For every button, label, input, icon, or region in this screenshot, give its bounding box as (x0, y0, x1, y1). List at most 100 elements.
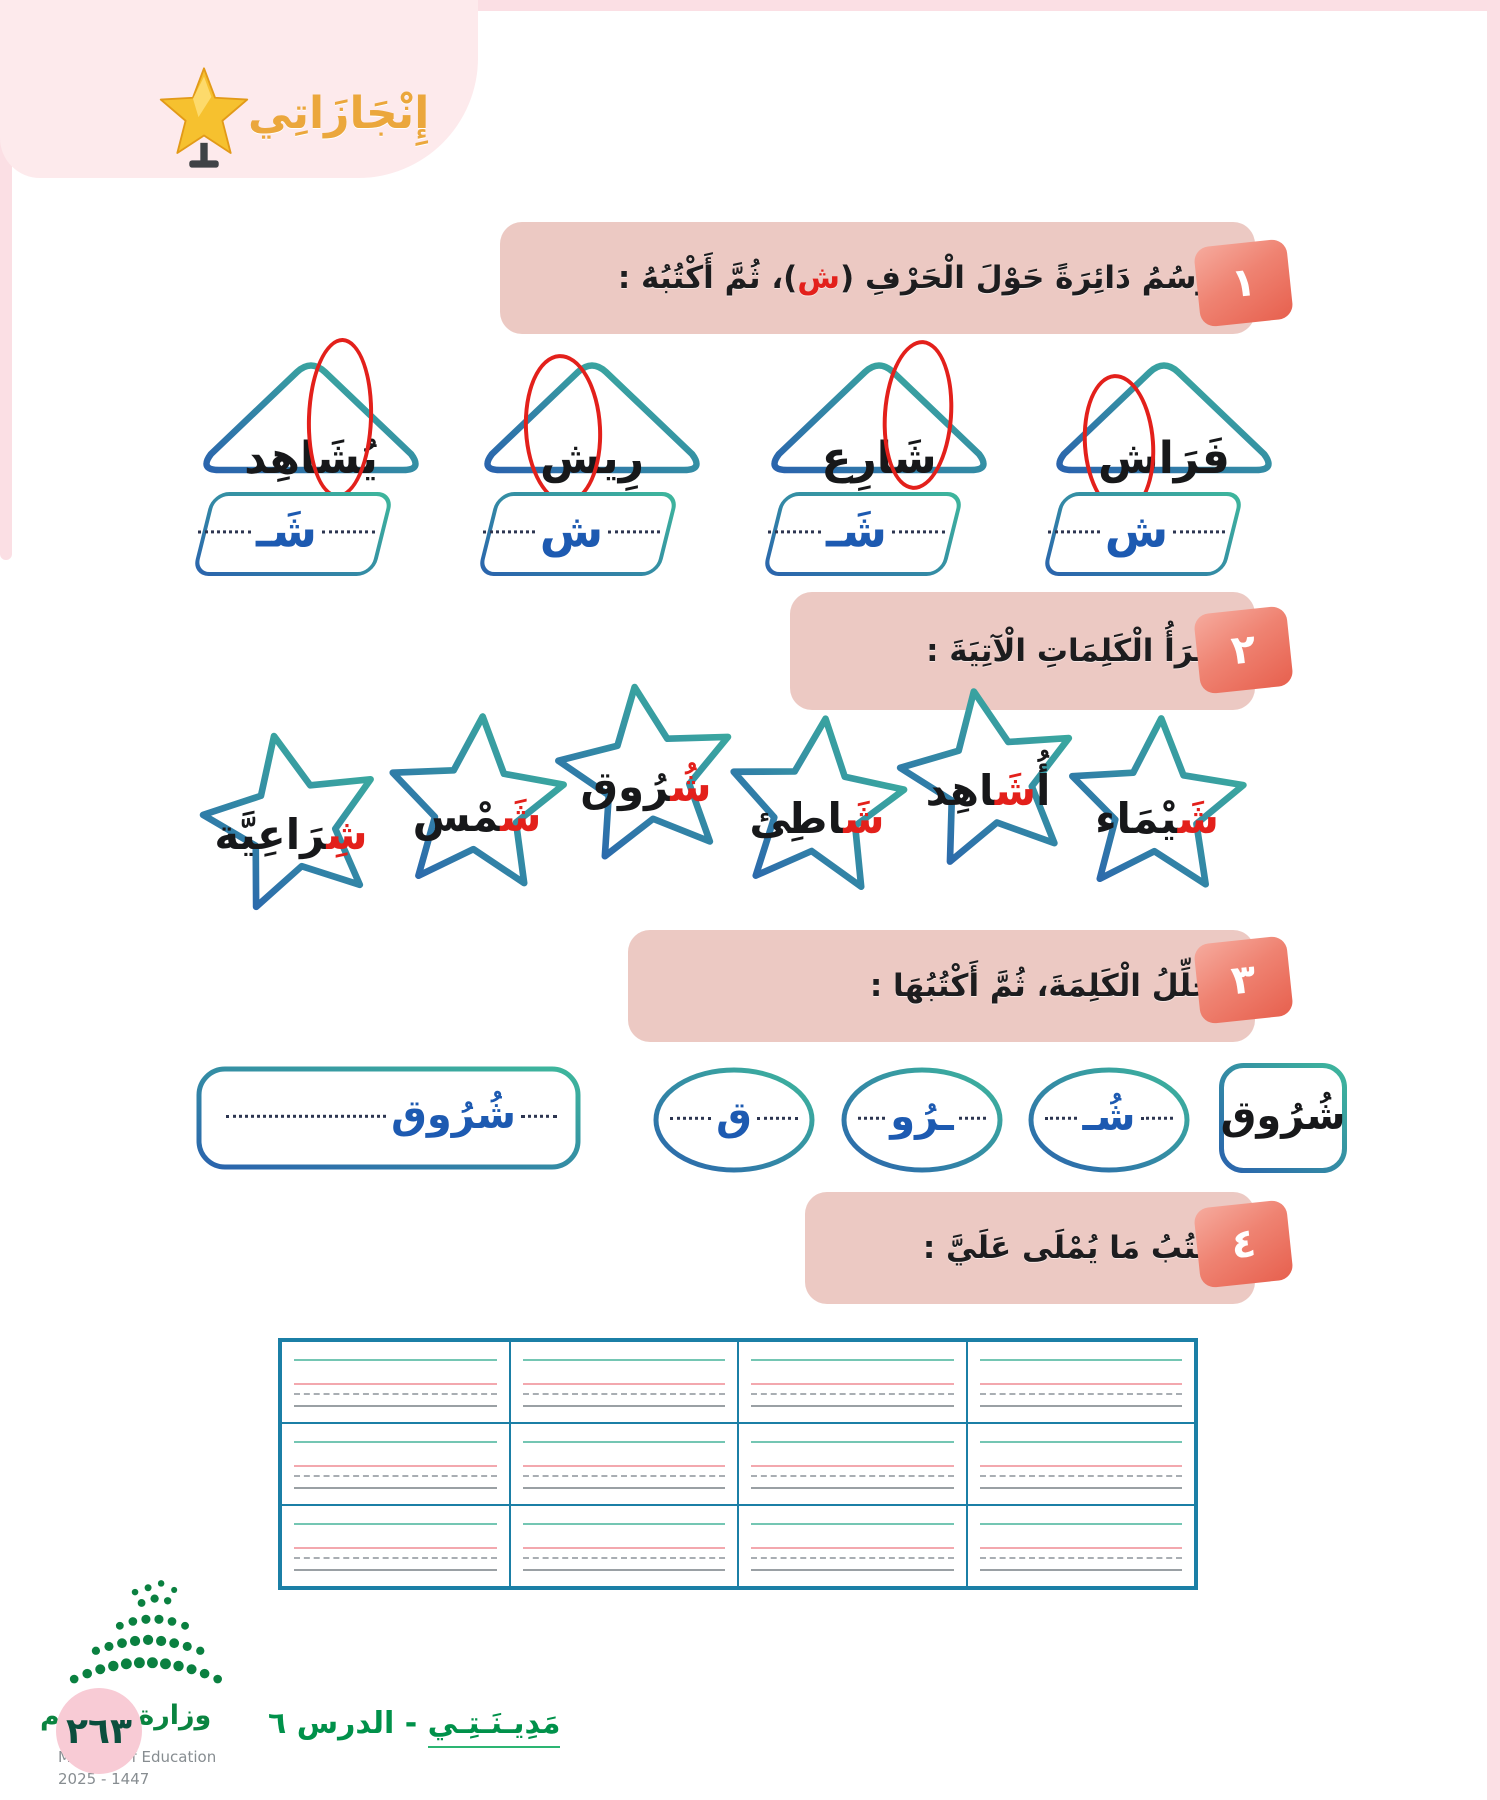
ministry-logo (69, 1580, 222, 1684)
ex2-star-shams: شَ‍‍مْس (382, 698, 572, 903)
red-sheen: شِ‍ (326, 810, 368, 860)
frame-top (0, 0, 1500, 11)
ex1-word: رِيش (539, 433, 645, 484)
writing-cell[interactable] (738, 1505, 967, 1587)
ex1-answer-line[interactable]: شَـ (768, 507, 945, 553)
ex3-part-line[interactable]: ـرُو (857, 1097, 986, 1137)
header-blob (0, 0, 478, 178)
dotted-rule (768, 528, 822, 533)
ex1-triangle-rish: رِيش (466, 352, 718, 506)
dictation-writing-grid (278, 1338, 1198, 1590)
ex1-title-letter: ش (797, 260, 841, 296)
word-rest: ‍رُوق (580, 762, 671, 812)
ex1-title-after: )، ثُمَّ أَكْتُبُهُ : (617, 260, 798, 296)
writing-cell[interactable] (966, 1423, 1195, 1505)
ex1-title-before: أَرْسُمُ دَائِرَةً حَوْلَ الْحَرْفِ ( (840, 260, 1225, 296)
parallelogram-shape (480, 492, 676, 576)
star-shape (896, 688, 1073, 865)
ex1-answer-letter: ش (539, 503, 604, 558)
dotted-rule (198, 528, 252, 533)
rounded-rect-shape (1219, 1063, 1347, 1173)
ex1-title: أَرْسُمُ دَائِرَةً حَوْلَ الْحَرْفِ (ش)،… (618, 260, 1225, 296)
triangle-shape (203, 362, 419, 474)
ex2-word: شِ‍‍رَاعِيَّة (214, 810, 367, 859)
ex1-answer-letter: شَـ (826, 503, 887, 558)
ex3-part-letter: ق (716, 1093, 752, 1140)
parallelogram-shape (765, 492, 961, 576)
ex3-part-letter: شُـ (1082, 1093, 1136, 1140)
ex1-answer-box-farash: ش (1020, 490, 1245, 578)
parallelogram-shape (1045, 492, 1241, 576)
ex3-result-box: شُرُوق (196, 1066, 581, 1170)
ex1-answer-box-rish: ش (455, 490, 680, 578)
ex1-triangle-yushahid: يُشَاهِد (185, 336, 437, 500)
ex1-answer-letter: ش (1104, 503, 1169, 558)
writing-cell[interactable] (281, 1505, 510, 1587)
red-sheen: شُ‍ (670, 762, 712, 812)
dotted-rule (756, 1114, 798, 1120)
ex4-number-badge: ٤ (1193, 1199, 1294, 1289)
ex1-triangle-sharia: شَارِع (753, 337, 1005, 493)
star-shape (1069, 715, 1247, 888)
ex4-instruction-bar: أَكْتُبُ مَا يُمْلَى عَلَيَّ : (805, 1192, 1255, 1304)
ex3-part-line[interactable]: ق (669, 1093, 798, 1140)
dotted-rule (482, 528, 535, 533)
dotted-rule (608, 528, 660, 533)
ex3-number-badge: ٣ (1193, 935, 1294, 1025)
oval-shape (841, 1067, 1003, 1173)
dotted-rule (1044, 1114, 1078, 1120)
ex2-word: أُشَ‍‍اهِد (926, 766, 1051, 815)
page-title: إِنْجَازَاتِي (248, 88, 430, 139)
ex1-instruction-bar: أَرْسُمُ دَائِرَةً حَوْلَ الْحَرْفِ (ش)،… (500, 222, 1255, 334)
ex3-result-line[interactable]: شُرُوق (226, 1095, 557, 1135)
writing-cell[interactable] (281, 1341, 510, 1423)
ex2-star-shaymaa: شَ‍‍يْمَاء (1062, 700, 1252, 905)
ex2-word: شَ‍‍مْس (413, 792, 542, 841)
star-trophy-icon (159, 67, 249, 168)
writing-cell[interactable] (738, 1341, 967, 1423)
ex2-star-ushahid: أُشَ‍‍اهِد (893, 672, 1083, 877)
page-number-badge: ٢٦٣ (56, 1688, 142, 1774)
writing-cell[interactable] (509, 1423, 738, 1505)
ex3-part-line[interactable]: شُـ (1044, 1093, 1173, 1140)
word-rest: ‍اهِد (925, 766, 995, 816)
star-shape (730, 715, 908, 891)
writing-cell[interactable] (966, 1505, 1195, 1587)
writing-cell[interactable] (738, 1423, 967, 1505)
lesson-number: - الدرس ٦ (268, 1706, 428, 1741)
ex1-number-badge: ١ (1193, 238, 1294, 328)
red-sheen: شَ‍ (994, 766, 1037, 816)
word-rest: ‍رَاعِيَّة (214, 810, 327, 860)
ex3-part-oval-3: ق (650, 1064, 818, 1176)
ex1-answer-line[interactable]: ش (482, 503, 660, 558)
ex1-word: يُشَاهِد (244, 433, 378, 484)
word-rest: ‍يْمَاء (1095, 794, 1178, 844)
writing-cell[interactable] (966, 1341, 1195, 1423)
ex1-answer-line[interactable]: شَـ (198, 507, 375, 553)
ex1-triangle-farash: فَرَاش (1038, 352, 1290, 517)
red-sheen: شَ‍ (500, 792, 542, 842)
ex3-title: أُحَلِّلُ الْكَلِمَةَ، ثُمَّ أَكْتُبُهَا… (869, 968, 1225, 1004)
writing-cell[interactable] (509, 1505, 738, 1587)
ex2-word: شَ‍‍يْمَاء (1095, 794, 1219, 843)
ex2-word: شُ‍‍رُوق (580, 762, 711, 811)
writing-cell[interactable] (281, 1423, 510, 1505)
dotted-rule (1047, 528, 1100, 533)
dotted-rule (891, 528, 945, 533)
rounded-rect-shape (196, 1066, 581, 1170)
star-shape (555, 683, 732, 860)
ex1-answer-line[interactable]: ش (1047, 503, 1225, 558)
triangle-shape (484, 362, 700, 474)
oval-shape (653, 1067, 815, 1173)
dotted-rule (226, 1112, 387, 1118)
ex1-word: شَارِع (821, 433, 937, 484)
dotted-rule (669, 1114, 712, 1120)
ex1-answer-box-yushahid: شَـ (170, 490, 395, 578)
word-rest: ‍اطِئ (749, 794, 844, 844)
writing-cell[interactable] (509, 1341, 738, 1423)
ex2-star-shati: شَ‍‍اطِئ (722, 700, 912, 905)
ex2-word: شَ‍‍اطِئ (749, 794, 884, 843)
dotted-rule (521, 1112, 557, 1118)
ex4-title: أَكْتُبُ مَا يُمْلَى عَلَيَّ : (922, 1230, 1225, 1266)
